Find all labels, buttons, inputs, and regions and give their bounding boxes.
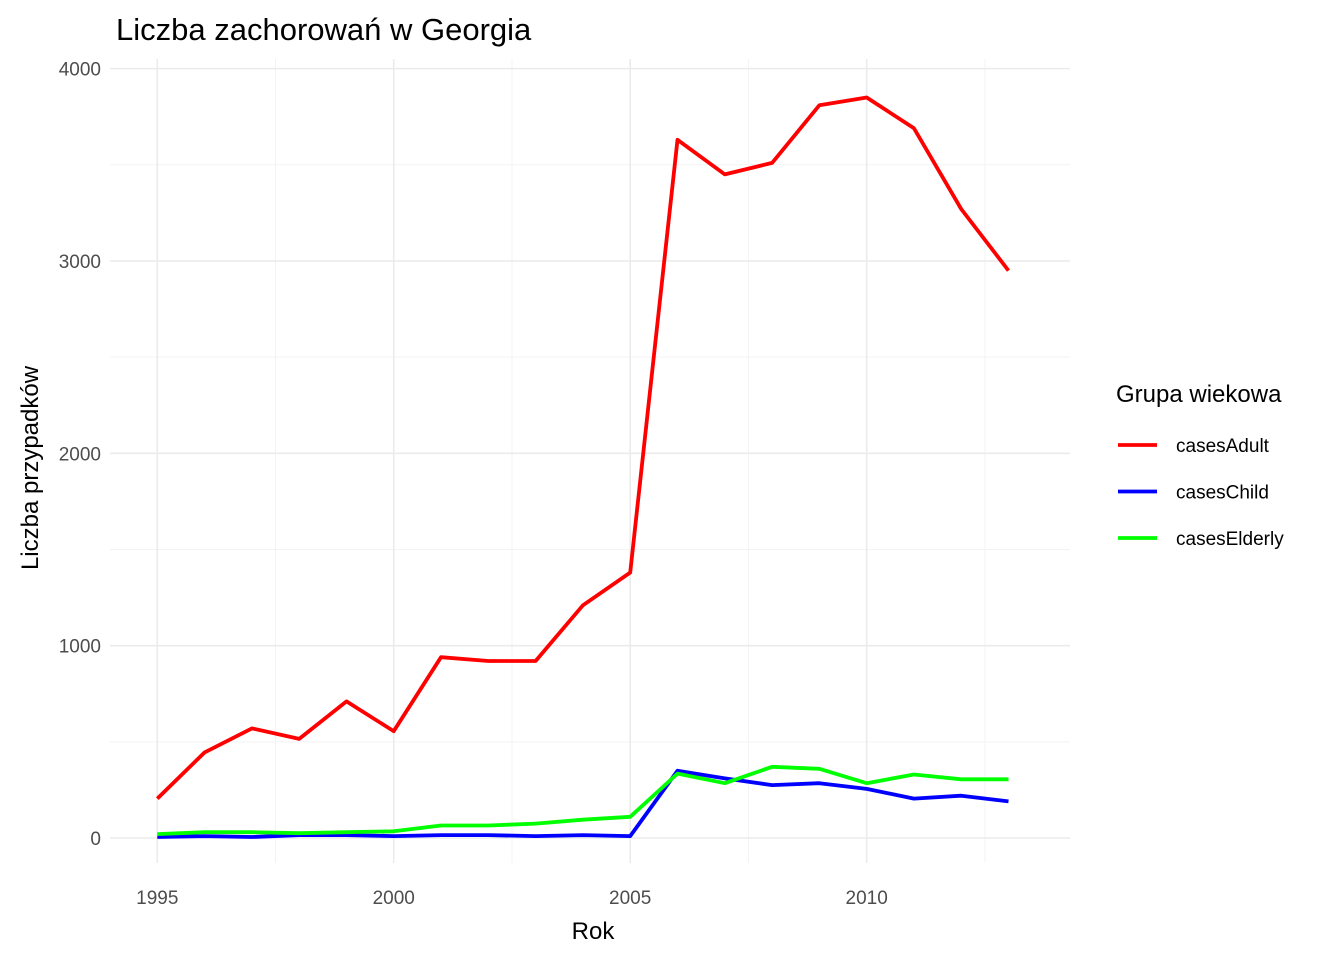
chart-title: Liczba zachorowań w Georgia <box>116 12 532 47</box>
legend-items: casesAdult casesChild casesElderly <box>1118 436 1284 550</box>
series-line-casesElderly <box>157 764 1009 836</box>
y-tick-label: 2000 <box>59 444 101 465</box>
y-tick-label: 4000 <box>59 60 101 81</box>
y-axis-ticks: 0 1000 2000 3000 4000 <box>59 60 101 850</box>
legend-title: Grupa wiekowa <box>1116 381 1282 408</box>
legend: Grupa wiekowa casesAdult casesChild casesE… <box>1116 381 1284 550</box>
legend-label: casesAdult <box>1176 436 1270 457</box>
x-axis-title: Rok <box>572 918 616 945</box>
x-tick-label: 2000 <box>373 888 415 909</box>
x-tick-label: 2005 <box>609 888 651 909</box>
x-tick-label: 1995 <box>136 888 178 909</box>
y-tick-label: 3000 <box>59 252 101 273</box>
series-lines <box>155 95 1011 839</box>
y-tick-label: 1000 <box>59 637 101 658</box>
y-axis-title: Liczba przypadków <box>17 365 44 570</box>
series-line-casesAdult <box>155 95 1011 800</box>
legend-label: casesChild <box>1176 483 1269 504</box>
x-tick-label: 2010 <box>846 888 888 909</box>
grid <box>110 59 1070 863</box>
legend-label: casesElderly <box>1176 529 1284 550</box>
x-axis-ticks: 1995 2000 2005 2010 <box>136 888 888 909</box>
y-tick-label: 0 <box>90 829 101 850</box>
